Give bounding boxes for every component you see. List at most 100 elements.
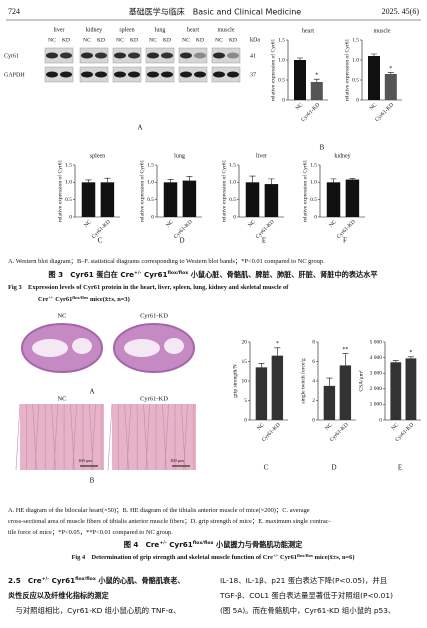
y-tick-label: 0 (314, 214, 317, 220)
blot-band (180, 71, 192, 78)
text-run: A. Western blot diagram；B–F. statistical… (8, 258, 325, 265)
journal-title: 基础医学与临床 Basic and Clinical Medicine (129, 7, 302, 17)
fiber-edge (53, 403, 59, 471)
y-tick-label: 2 000 (370, 386, 383, 392)
error-bar (249, 175, 256, 183)
blot-strip (79, 47, 109, 64)
blot-band (114, 71, 126, 78)
heart-lumen (72, 338, 92, 354)
bar (405, 358, 417, 420)
blot-band (180, 52, 192, 59)
fiber-edge (183, 403, 188, 471)
y-tick-label: 15 (242, 359, 248, 365)
y-tick-label: 0.5 (310, 197, 317, 203)
panel-label: B (320, 144, 325, 152)
lane-label: KD (62, 37, 70, 43)
blot-band (213, 71, 225, 78)
blot-strip (178, 47, 208, 64)
fiber-edge (162, 403, 167, 471)
text-line: 炎性反应以及纤维化指标的测定 (8, 591, 109, 600)
panel-label: D (179, 237, 184, 245)
bar (81, 182, 96, 217)
chart-title: spleen (90, 153, 105, 159)
superscript: +/- (273, 553, 279, 558)
text-run: 小鼠握力与骨骼肌功能测定 (214, 540, 304, 549)
blot-band (81, 71, 93, 78)
fiber-edge (164, 403, 169, 471)
text-run: Cyr61 (278, 554, 297, 561)
blot-strip (44, 66, 74, 83)
y-axis-label: relative expression of Cyr61 (343, 39, 350, 102)
y-tick-label: 5 (244, 398, 247, 404)
text-run: mice(x̄±s, n=6) (313, 554, 354, 561)
bar (326, 182, 341, 217)
significance: * (315, 73, 318, 79)
y-tick-label: 0 (356, 97, 359, 103)
fiber-edge (143, 403, 148, 471)
fiber-edge (34, 403, 40, 471)
blot-strip (112, 66, 142, 83)
superscript: flox/flox (297, 553, 314, 558)
lane-label: KD (163, 37, 171, 43)
y-axis-label: relative expression of Cyr61 (220, 160, 227, 223)
text-run: Fig 3 Expression levels of Cyr61 protein… (8, 284, 289, 291)
y-tick-label: 0 (282, 97, 285, 103)
blot-band (60, 71, 72, 78)
row-label: Cyr61 (4, 53, 19, 59)
x-tick-label: NC (324, 422, 334, 432)
x-tick-label: NC (295, 102, 305, 112)
fiber-edge (72, 403, 77, 471)
panel-label: E (398, 464, 402, 472)
y-tick-label: 1.0 (278, 57, 285, 63)
text-run: Fig 4 Determination of grip strength and… (72, 554, 274, 561)
superscript: +/- (42, 576, 50, 582)
blot-strip (79, 66, 109, 83)
chart-title: kidney (334, 153, 350, 159)
fiber-edge (51, 403, 56, 471)
scale-label: 100 μm (78, 458, 92, 463)
y-tick-label: 1.0 (65, 180, 72, 186)
text-line: 图 4 Cre+/- Cyr61flox/flox 小鼠握力与骨骼肌功能测定 (124, 540, 303, 549)
text-line: cross-sectional area of muscle fibers of… (8, 518, 331, 525)
x-tick-label: NC (247, 219, 257, 229)
error-bar (258, 363, 265, 368)
fiber-edge (89, 403, 94, 471)
text-run: 小鼠心脏、骨骼肌、脾脏、肺脏、肝脏、肾脏中的表达水平 (188, 270, 377, 279)
text-run: 小鼠的心肌、骨骼肌衰老、 (96, 576, 185, 585)
kda-value: 37 (250, 72, 256, 78)
fiber-edge (126, 403, 132, 471)
y-tick-label: 5 000 (370, 339, 383, 345)
y-tick-label: 1.0 (229, 180, 236, 186)
text-line: 与对照组相比，Cyr61-KD 组小鼠心肌的 TNF-α、 (8, 606, 181, 615)
text-run: 2.5 Cre (8, 576, 42, 585)
y-tick-label: 0 (233, 214, 236, 220)
lane-label: KD (229, 37, 237, 43)
y-tick-label: 4 000 (370, 355, 383, 361)
y-tick-label: 1.5 (278, 37, 285, 43)
blot-band (46, 52, 58, 59)
blot-band (227, 52, 239, 59)
error-bar (407, 356, 414, 359)
text-run: Cyr61 (54, 296, 73, 303)
y-tick-label: 1.5 (229, 162, 236, 168)
text-run: Cre (38, 296, 48, 303)
error-bar (387, 72, 394, 74)
tissue-label: kidney (86, 27, 102, 33)
blot-band (194, 52, 206, 59)
y-tick-label: 0.5 (147, 197, 154, 203)
lane-label: NC (83, 37, 91, 43)
text-run: Cyr61 (49, 576, 75, 585)
lane-label: NC (182, 37, 190, 43)
y-tick-label: 1.5 (65, 162, 72, 168)
blot-strip (211, 47, 241, 64)
panel-label: B (90, 477, 95, 485)
bar (294, 60, 306, 100)
fiber-edge (181, 403, 186, 471)
lane-label: KD (97, 37, 105, 43)
blot-strip (178, 66, 208, 83)
text-line: IL-18、IL-1β、p21 蛋白表达下降(P<0.05)，并且 (220, 576, 387, 585)
y-tick-label: 3 000 (370, 370, 383, 376)
blot-band (60, 52, 72, 59)
y-axis-label: relative expression of Cyr61 (301, 160, 308, 223)
panel-label: A (89, 388, 94, 396)
